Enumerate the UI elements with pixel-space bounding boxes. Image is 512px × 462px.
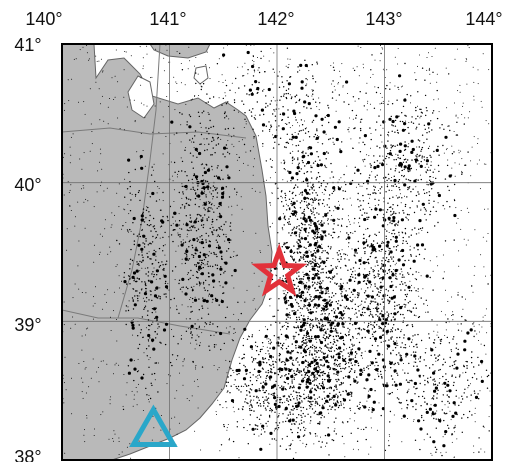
land-hokkaido (149, 44, 211, 59)
mutsu-bay (127, 75, 155, 119)
lon-label-140: 140° (25, 9, 62, 29)
lat-label-39: 39° (14, 315, 41, 335)
lat-label-40: 40° (14, 175, 41, 195)
lon-label-141: 141° (149, 9, 186, 29)
prefecture-boundary (62, 127, 247, 139)
island (193, 65, 209, 85)
map-area (62, 44, 492, 460)
map-frame (61, 43, 493, 461)
lon-label-143: 143° (365, 9, 402, 29)
lon-label-142: 142° (257, 9, 294, 29)
lon-label-144: 144° (465, 9, 502, 29)
lat-label-38: 38° (14, 447, 41, 462)
station-triangle-icon (129, 404, 178, 447)
epicenter-star-icon (251, 243, 308, 297)
prefecture-boundary (117, 44, 161, 319)
lat-label-41: 41° (14, 35, 41, 55)
seismicity-dots (62, 44, 492, 460)
